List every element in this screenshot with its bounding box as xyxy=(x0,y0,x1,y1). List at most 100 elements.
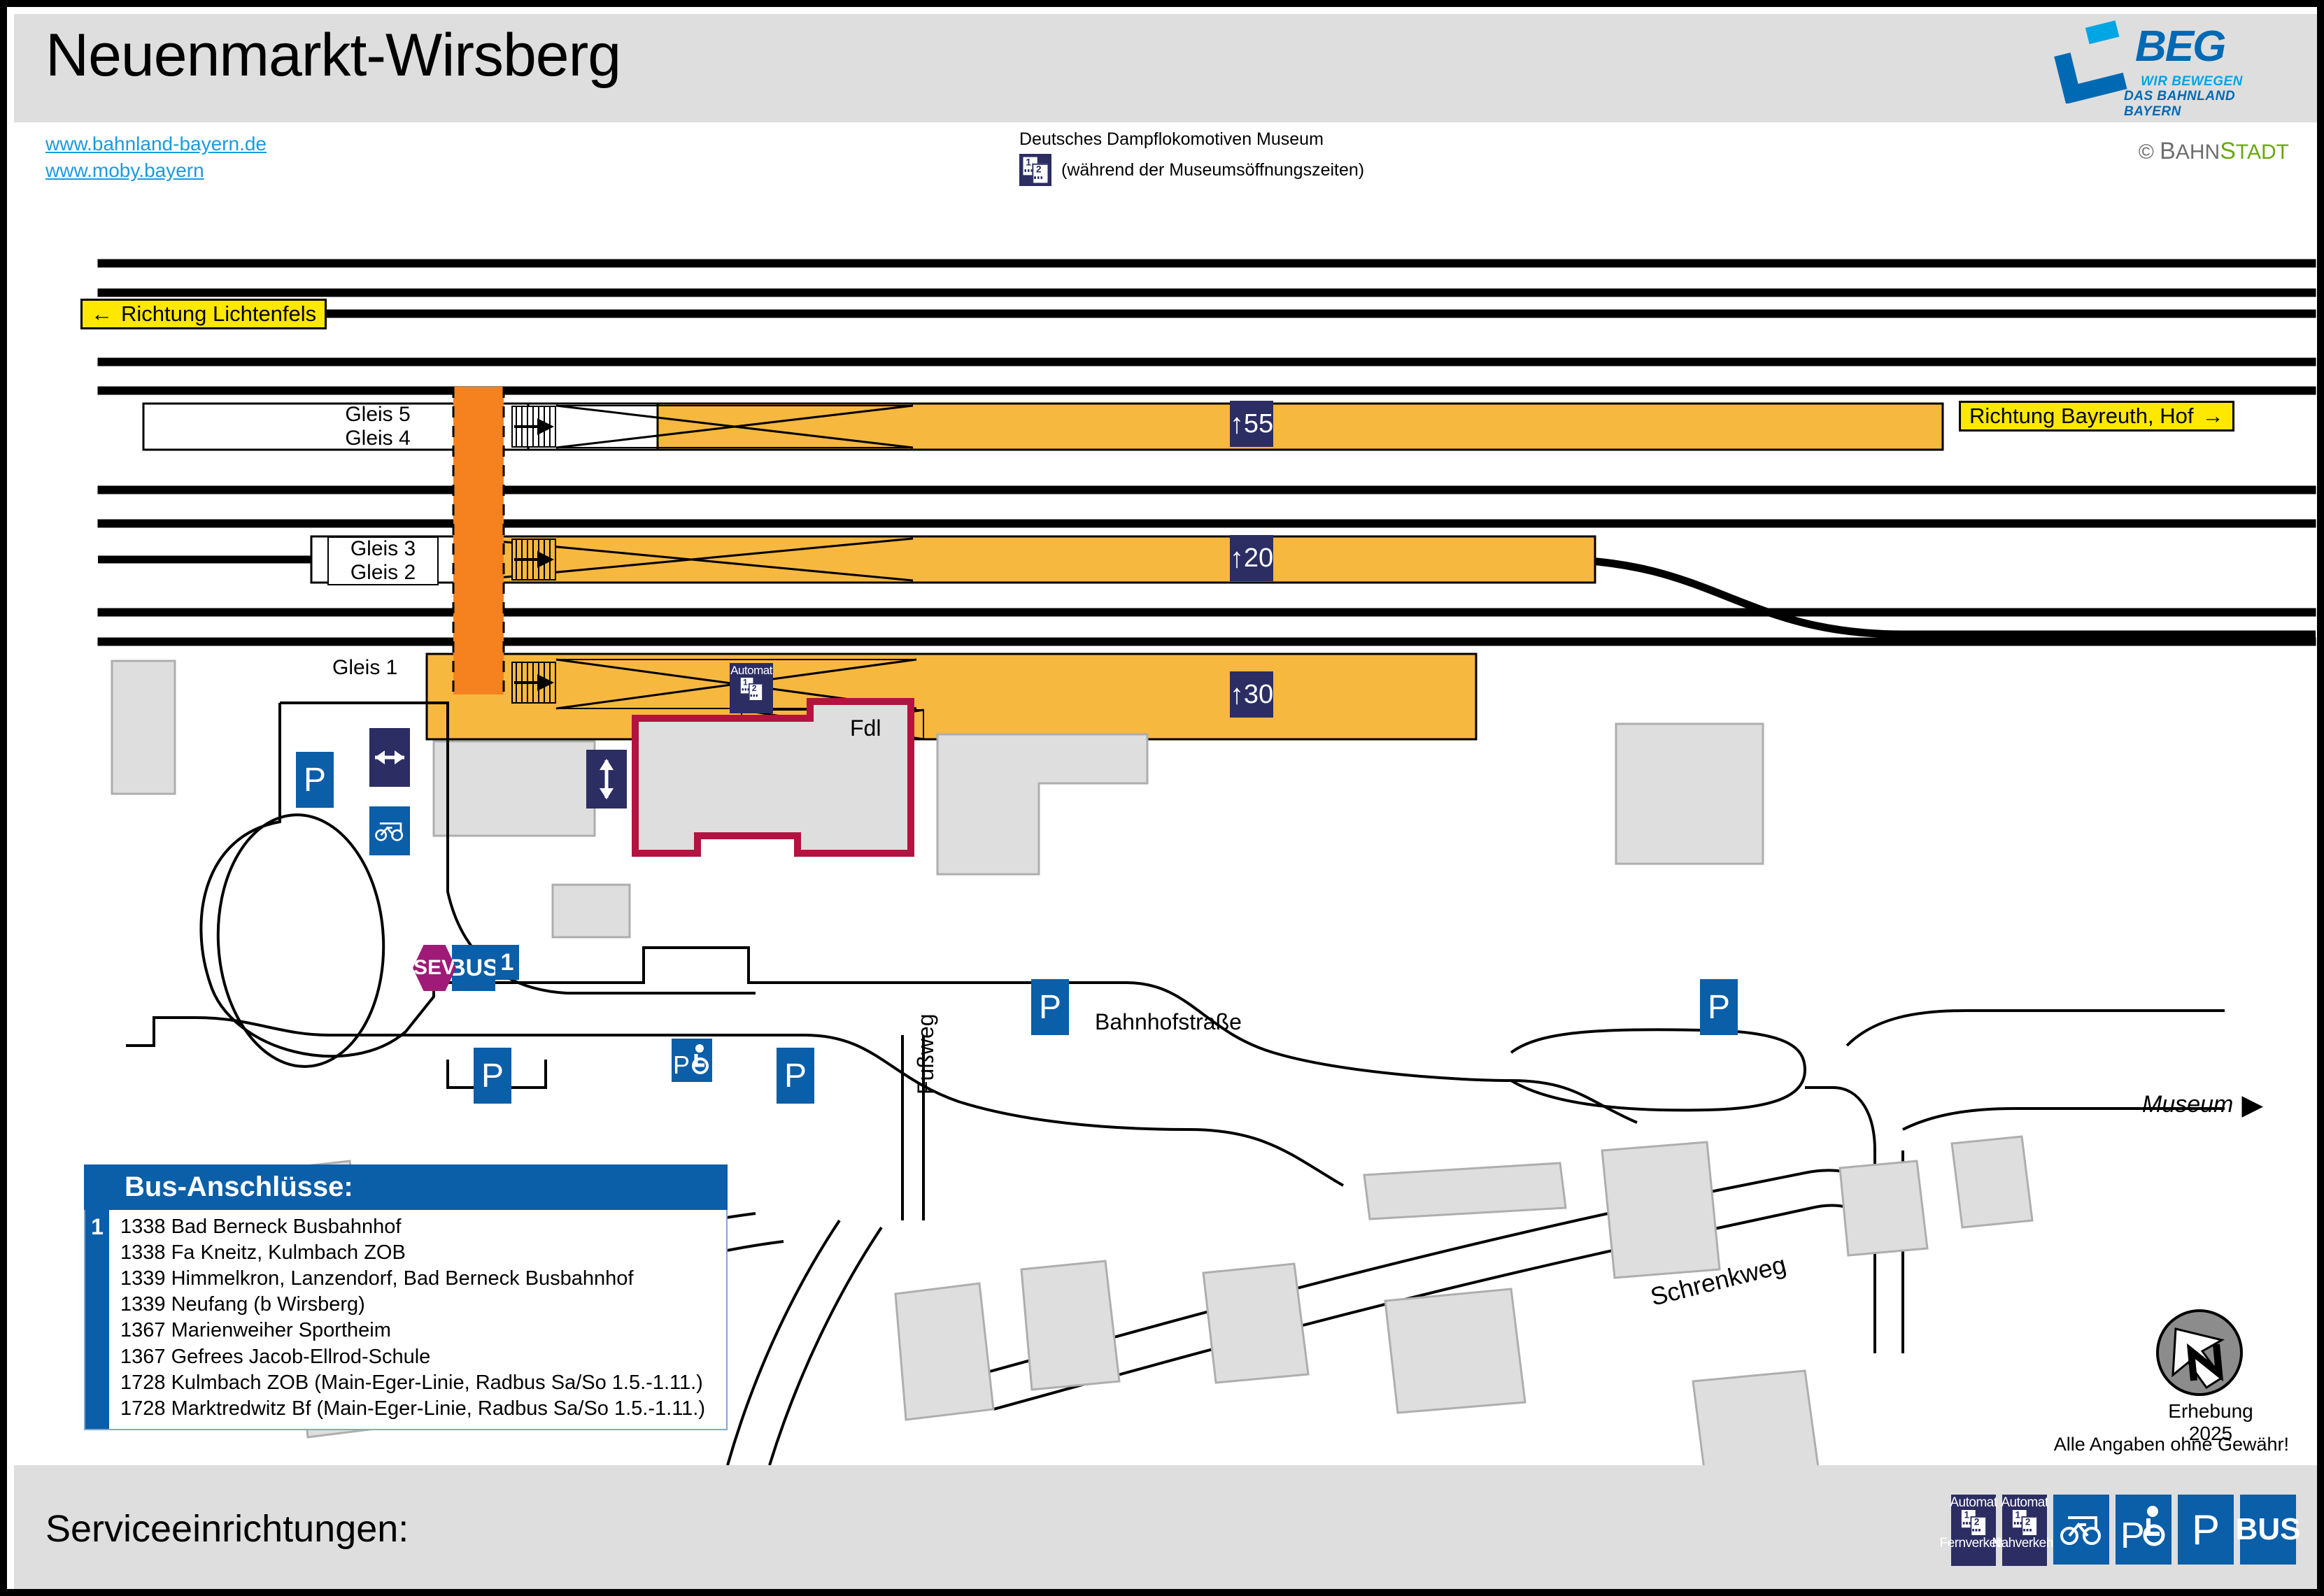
bahnstadt-copyright: © BAHNSTADT xyxy=(2139,138,2289,165)
building-east-1 xyxy=(936,733,1149,876)
station-map: ← Richtung Lichtenfels Richtung Bayreuth… xyxy=(14,220,2317,1465)
copyright-symbol: © xyxy=(2138,141,2154,164)
street-fussweg-label: Fußweg xyxy=(913,1013,938,1095)
bus-connections-panel: Bus-Anschlüsse: 1 1338 Bad Berneck Busba… xyxy=(84,1164,728,1430)
bus-icon: BUS xyxy=(448,945,499,991)
sev-icon: SEV xyxy=(413,945,456,991)
parking-icon: P xyxy=(2178,1495,2234,1565)
list-item: 1339 Neufang (b Wirsberg) xyxy=(120,1293,365,1316)
platform-length-30: 30 xyxy=(1243,679,1274,709)
bahnstadt-s: S xyxy=(2220,138,2236,164)
list-item: 1339 Himmelkron, Lanzendorf, Bad Berneck… xyxy=(120,1267,634,1290)
track-lines xyxy=(97,259,2316,646)
beg-logo: BEG WIR BEWEGEN DAS BAHNLAND BAYERN xyxy=(2051,20,2289,119)
list-item: 1728 Kulmbach ZOB (Main-Eger-Linie, Radb… xyxy=(120,1371,703,1394)
survey-year-label: Erhebung 2025 xyxy=(2168,1400,2253,1444)
north-arrow-icon xyxy=(2156,1309,2243,1396)
link-moby-bayern[interactable]: www.moby.bayern xyxy=(45,159,204,181)
list-item: 1338 Fa Kneitz, Kulmbach ZOB xyxy=(120,1241,406,1264)
building-west-1 xyxy=(111,660,176,795)
bus-stop-number-badge: 1 xyxy=(495,945,519,980)
bahnstadt-b: B xyxy=(2160,138,2176,164)
gleis-5-4-label: Gleis 5 Gleis 4 xyxy=(322,403,434,450)
platform-length-badge-20: ↑ 20 xyxy=(1230,535,1273,581)
gleis-1-label: Gleis 1 xyxy=(332,656,398,679)
bus-connections-title: Bus-Anschlüsse: xyxy=(84,1164,728,1210)
bicycle-parking-icon xyxy=(2053,1495,2109,1565)
building-northeast-1 xyxy=(1615,722,1764,865)
museum-note-hours: (während der Museumsöffnungszeiten) xyxy=(1061,159,1365,180)
parking-icon-west: P xyxy=(296,752,334,808)
bus-icon: BUS xyxy=(2236,1495,2300,1565)
link-bahnland-bayern[interactable]: www.bahnland-bayern.de xyxy=(45,133,267,155)
platform-length-badge-55: ↑ 55 xyxy=(1230,401,1273,447)
list-item: 1338 Bad Berneck Busbahnhof xyxy=(120,1216,402,1238)
museum-note-title: Deutsches Dampflokomotiven Museum xyxy=(1019,129,1324,149)
gleis-3-2-label: Gleis 3 Gleis 2 xyxy=(327,536,439,585)
bus-connections-stop-number: 1 xyxy=(85,1210,109,1429)
underpass-horizontal-icon xyxy=(369,728,410,787)
stairs-platform-32 xyxy=(511,539,556,580)
parking-icon-east: P xyxy=(1700,979,1738,1035)
bus-connections-list: 1338 Bad Berneck Busbahnhof 1338 Fa Knei… xyxy=(109,1210,705,1429)
museum-pointer: Museum ▶ xyxy=(2142,1091,2263,1119)
platform-length-20: 20 xyxy=(1243,543,1274,573)
stairs-platform-1 xyxy=(511,662,556,704)
svg-text:P: P xyxy=(2120,1516,2145,1556)
accessible-parking-icon: P xyxy=(2116,1495,2171,1565)
lift-vertical-icon xyxy=(586,750,627,808)
legend-automat-bottom-1: Fernverkehr xyxy=(1939,1536,2008,1551)
legend-automat-bottom-2: Nahverkehr xyxy=(1992,1536,2057,1551)
station-building xyxy=(632,698,914,857)
platform-length-badge-30: ↑ 30 xyxy=(1230,671,1273,718)
gleis-5-label: Gleis 5 xyxy=(345,403,411,427)
gleis-2-label: Gleis 2 xyxy=(350,561,416,584)
bus-stop-group: SEV BUS 1 xyxy=(413,945,519,991)
list-item: 1728 Marktredwitz Bf (Main-Eger-Linie, R… xyxy=(120,1397,706,1420)
arrow-left-icon: ← xyxy=(91,301,113,326)
page-title: Neuenmarkt-Wirsberg xyxy=(45,22,621,89)
north-arrow-group: Erhebung 2025 xyxy=(2155,1308,2267,1445)
richtung-lichtenfels-label: Richtung Lichtenfels xyxy=(121,301,317,326)
richtung-bayreuth-hof-label: Richtung Bayreuth, Hof xyxy=(1969,404,2194,428)
street-bahnhofstrasse-label: Bahnhofstraße xyxy=(1095,1009,1242,1034)
parking-icon-south-2: P xyxy=(777,1048,814,1104)
platform-length-55: 55 xyxy=(1243,408,1274,439)
beg-tagline-2: DAS BAHNLAND BAYERN xyxy=(2124,89,2236,119)
beg-wordmark: BEG xyxy=(2135,22,2226,71)
stairs-platform-54 xyxy=(511,406,556,448)
richtung-lichtenfels-sign: ← Richtung Lichtenfels xyxy=(80,299,327,329)
building-south-small xyxy=(551,883,631,939)
up-arrow-icon: ↑ xyxy=(1229,679,1244,710)
svg-text:P: P xyxy=(673,1050,690,1079)
fdl-label: Fdl xyxy=(850,715,881,741)
list-item: 1367 Marienweiher Sportheim xyxy=(120,1319,391,1342)
up-arrow-icon: ↑ xyxy=(1229,408,1244,439)
footer-title: Serviceeinrichtungen: xyxy=(45,1508,409,1550)
disclaimer-label: Alle Angaben ohne Gewähr! xyxy=(2053,1434,2289,1455)
bahnstadt-ahn: AHN xyxy=(2175,141,2220,164)
pedestrian-underpass xyxy=(452,387,505,694)
beg-logo-mark xyxy=(2054,20,2127,104)
legend-automat-top-1: Automat xyxy=(1950,1495,1997,1510)
list-item: 1367 Gefrees Jacob-Ellrod-Schule xyxy=(120,1345,431,1368)
parking-icon-south-1: P xyxy=(474,1048,511,1104)
header-bar: Neuenmarkt-Wirsberg BEG WIR BEWEGEN DAS … xyxy=(14,14,2317,122)
beg-tagline-1: WIR BEWEGEN xyxy=(2141,74,2243,89)
arrow-right-icon: → xyxy=(2202,404,2224,428)
platform-1-band xyxy=(425,653,1478,741)
building-annex-1 xyxy=(432,740,596,837)
parking-icon-bahnhofstrasse: P xyxy=(1031,979,1069,1035)
gleis-3-label: Gleis 3 xyxy=(350,537,416,561)
bahnstadt-tadt: TADT xyxy=(2235,141,2289,164)
gleis-4-label: Gleis 4 xyxy=(345,427,411,450)
museum-pointer-label: Museum xyxy=(2142,1091,2234,1118)
